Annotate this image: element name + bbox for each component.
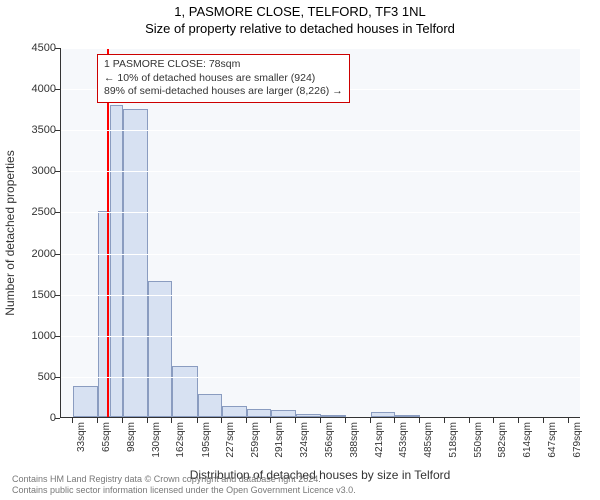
histogram-bar bbox=[371, 412, 396, 417]
x-tick-mark bbox=[419, 418, 420, 423]
info-line-3: 89% of semi-detached houses are larger (… bbox=[104, 85, 343, 99]
x-tick-mark bbox=[197, 418, 198, 423]
x-tick-mark bbox=[295, 418, 296, 423]
grid-line bbox=[61, 48, 580, 49]
footer-line-1: Contains HM Land Registry data © Crown c… bbox=[12, 474, 356, 485]
x-tick-label: 130sqm bbox=[151, 422, 162, 458]
x-tick-label: 485sqm bbox=[423, 422, 434, 458]
y-tick-label: 4500 bbox=[16, 42, 56, 54]
x-tick-mark bbox=[543, 418, 544, 423]
y-tick-mark bbox=[55, 377, 60, 378]
histogram-bar bbox=[247, 409, 272, 417]
x-tick-label: 647sqm bbox=[547, 422, 558, 458]
grid-line bbox=[61, 336, 580, 337]
x-tick-mark bbox=[394, 418, 395, 423]
x-tick-label: 356sqm bbox=[324, 422, 335, 458]
y-axis-label: Number of detached properties bbox=[3, 150, 17, 315]
x-tick-mark bbox=[221, 418, 222, 423]
x-tick-label: 388sqm bbox=[349, 422, 360, 458]
y-tick-mark bbox=[55, 418, 60, 419]
x-tick-label: 227sqm bbox=[225, 422, 236, 458]
x-tick-label: 679sqm bbox=[572, 422, 583, 458]
y-tick-mark bbox=[55, 254, 60, 255]
x-tick-mark bbox=[444, 418, 445, 423]
footer-line-2: Contains public sector information licen… bbox=[12, 485, 356, 496]
x-tick-mark bbox=[270, 418, 271, 423]
x-tick-label: 291sqm bbox=[274, 422, 285, 458]
x-tick-label: 518sqm bbox=[448, 422, 459, 458]
y-tick-label: 0 bbox=[16, 412, 56, 424]
info-box: 1 PASMORE CLOSE: 78sqm ← 10% of detached… bbox=[97, 54, 350, 103]
histogram-bar bbox=[123, 109, 148, 417]
histogram-chart: 1 PASMORE CLOSE: 78sqm ← 10% of detached… bbox=[60, 48, 580, 418]
x-tick-mark bbox=[469, 418, 470, 423]
histogram-bar bbox=[222, 406, 247, 418]
bars-group bbox=[61, 48, 580, 417]
y-tick-mark bbox=[55, 48, 60, 49]
y-tick-mark bbox=[55, 89, 60, 90]
property-marker-line bbox=[107, 48, 109, 417]
page-title: 1, PASMORE CLOSE, TELFORD, TF3 1NL bbox=[0, 0, 600, 19]
x-tick-mark bbox=[147, 418, 148, 423]
info-line-2: ← 10% of detached houses are smaller (92… bbox=[104, 72, 343, 86]
x-tick-label: 65sqm bbox=[101, 422, 112, 452]
histogram-bar bbox=[296, 414, 321, 417]
grid-line bbox=[61, 212, 580, 213]
histogram-bar bbox=[271, 410, 296, 417]
histogram-bar bbox=[198, 394, 223, 417]
grid-line bbox=[61, 130, 580, 131]
x-tick-label: 33sqm bbox=[76, 422, 87, 452]
grid-line bbox=[61, 254, 580, 255]
x-tick-mark bbox=[97, 418, 98, 423]
x-tick-label: 421sqm bbox=[374, 422, 385, 458]
x-tick-mark bbox=[493, 418, 494, 423]
y-tick-label: 500 bbox=[16, 371, 56, 383]
info-line-1: 1 PASMORE CLOSE: 78sqm bbox=[104, 58, 343, 72]
y-tick-label: 3500 bbox=[16, 124, 56, 136]
y-tick-label: 1500 bbox=[16, 289, 56, 301]
x-tick-mark bbox=[518, 418, 519, 423]
y-tick-label: 2000 bbox=[16, 248, 56, 260]
histogram-bar bbox=[73, 386, 98, 417]
histogram-bar bbox=[321, 415, 346, 417]
x-tick-label: 324sqm bbox=[299, 422, 310, 458]
x-tick-label: 98sqm bbox=[126, 422, 137, 452]
histogram-bar bbox=[172, 366, 197, 417]
y-tick-mark bbox=[55, 212, 60, 213]
y-tick-label: 2500 bbox=[16, 206, 56, 218]
x-tick-mark bbox=[568, 418, 569, 423]
x-tick-label: 195sqm bbox=[201, 422, 212, 458]
x-tick-label: 614sqm bbox=[522, 422, 533, 458]
y-tick-label: 4000 bbox=[16, 83, 56, 95]
x-tick-label: 259sqm bbox=[250, 422, 261, 458]
histogram-bar bbox=[148, 281, 173, 417]
y-tick-mark bbox=[55, 171, 60, 172]
x-tick-mark bbox=[246, 418, 247, 423]
x-tick-label: 582sqm bbox=[497, 422, 508, 458]
x-tick-label: 162sqm bbox=[175, 422, 186, 458]
x-tick-mark bbox=[345, 418, 346, 423]
histogram-bar bbox=[110, 105, 123, 417]
y-tick-label: 1000 bbox=[16, 330, 56, 342]
x-tick-label: 453sqm bbox=[398, 422, 409, 458]
y-tick-mark bbox=[55, 130, 60, 131]
grid-line bbox=[61, 171, 580, 172]
footer-attribution: Contains HM Land Registry data © Crown c… bbox=[12, 474, 356, 497]
histogram-bar bbox=[395, 415, 420, 417]
grid-line bbox=[61, 377, 580, 378]
y-tick-mark bbox=[55, 336, 60, 337]
x-tick-mark bbox=[370, 418, 371, 423]
x-tick-mark bbox=[171, 418, 172, 423]
x-tick-mark bbox=[72, 418, 73, 423]
x-tick-mark bbox=[320, 418, 321, 423]
grid-line bbox=[61, 295, 580, 296]
plot-area: 1 PASMORE CLOSE: 78sqm ← 10% of detached… bbox=[60, 48, 580, 418]
y-tick-label: 3000 bbox=[16, 165, 56, 177]
x-tick-label: 550sqm bbox=[473, 422, 484, 458]
y-tick-mark bbox=[55, 295, 60, 296]
page-subtitle: Size of property relative to detached ho… bbox=[0, 19, 600, 36]
x-tick-mark bbox=[122, 418, 123, 423]
